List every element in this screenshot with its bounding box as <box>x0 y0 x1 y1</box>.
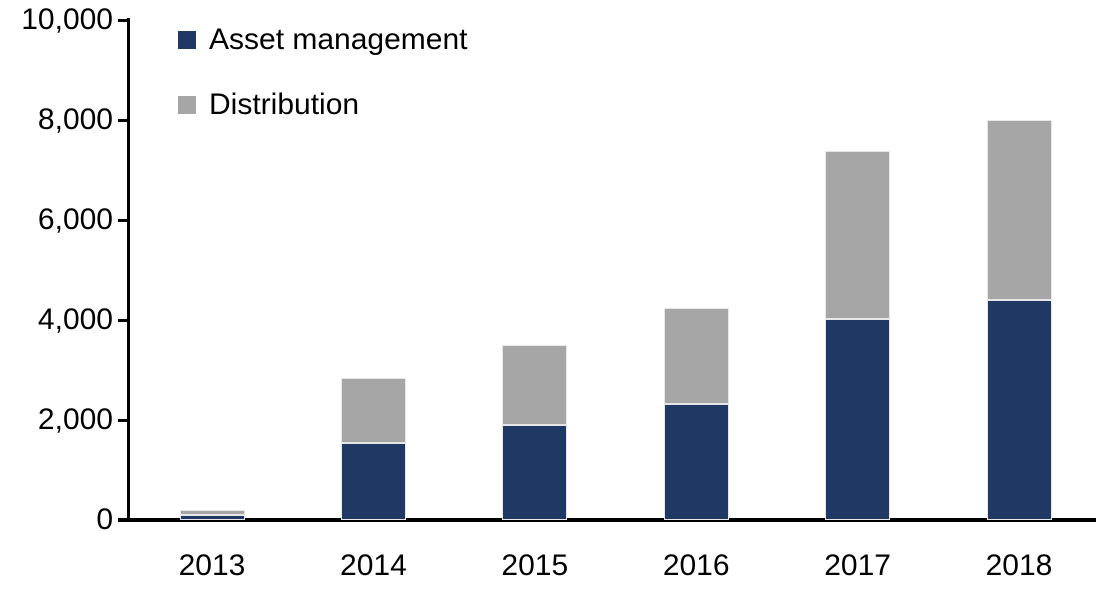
bar-segment-asset-management-2014 <box>340 442 406 520</box>
y-tick-label-4-000: 4,000 <box>37 303 113 336</box>
legend-label-distribution: Distribution <box>209 88 360 121</box>
x-tick-label-2018: 2018 <box>985 549 1053 582</box>
x-axis-line <box>118 518 1096 522</box>
x-tick-label-2013: 2013 <box>178 549 246 582</box>
x-tick-label-2017: 2017 <box>824 549 891 582</box>
legend-item-asset-management: Asset management <box>178 22 467 58</box>
y-axis-line <box>127 18 130 521</box>
y-tick-label-2-000: 2,000 <box>37 403 113 436</box>
y-tick-mark-6-000 <box>118 218 130 222</box>
bar-segment-distribution-2017 <box>825 151 891 319</box>
y-tick-mark-2-000 <box>118 418 130 422</box>
bar-segment-asset-management-2016 <box>663 404 729 520</box>
y-tick-label-10-000: 10,000 <box>21 3 113 36</box>
legend: Asset management Distribution <box>178 22 467 152</box>
bar-segment-distribution-2013 <box>179 510 245 515</box>
x-tick-label-2015: 2015 <box>501 549 569 582</box>
bar-segment-asset-management-2017 <box>825 318 891 520</box>
y-tick-mark-4-000 <box>118 318 130 322</box>
bar-segment-asset-management-2013 <box>179 515 245 520</box>
y-tick-label-8-000: 8,000 <box>37 103 113 136</box>
bar-segment-asset-management-2018 <box>986 300 1052 520</box>
bar-segment-asset-management-2015 <box>502 425 568 520</box>
y-tick-label-6-000: 6,000 <box>37 203 113 236</box>
distribution-swatch-icon <box>178 96 196 114</box>
x-tick-label-2016: 2016 <box>662 549 730 582</box>
y-tick-label-0: 0 <box>96 503 113 536</box>
y-tick-mark-10-000 <box>118 18 130 22</box>
legend-item-distribution: Distribution <box>178 87 467 123</box>
bar-segment-distribution-2015 <box>502 345 568 425</box>
asset-management-swatch-icon <box>178 31 196 49</box>
x-tick-label-2014: 2014 <box>340 549 407 582</box>
y-tick-mark-8-000 <box>118 118 130 122</box>
legend-label-asset-management: Asset management <box>209 23 468 56</box>
bar-segment-distribution-2016 <box>663 307 729 404</box>
bar-segment-distribution-2018 <box>986 120 1052 300</box>
y-tick-mark-0 <box>118 518 130 522</box>
bar-segment-distribution-2014 <box>340 377 406 443</box>
